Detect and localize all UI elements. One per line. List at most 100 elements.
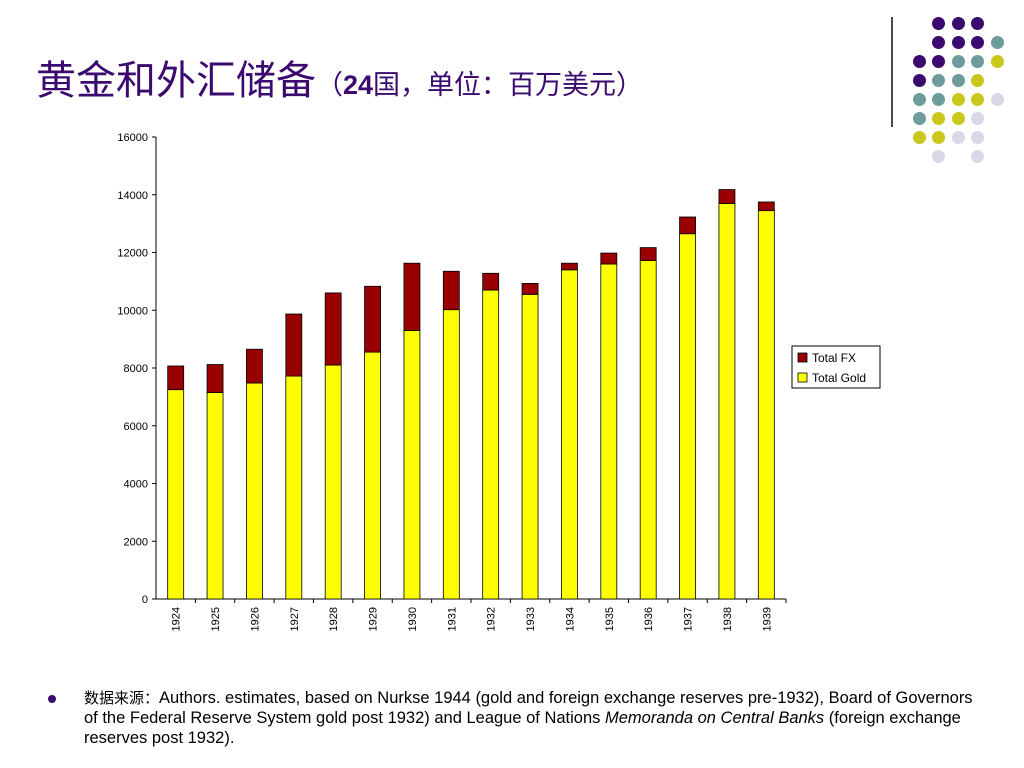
bar-total-fx: [364, 285, 381, 353]
y-tick-label: 14000: [117, 190, 148, 202]
bar-total-fx: [521, 282, 539, 295]
bar-total-gold: [285, 375, 303, 600]
bar-total-fx: [482, 272, 500, 291]
y-tick-label: 4000: [124, 479, 148, 491]
title-main: 黄金和外汇储备: [36, 58, 316, 104]
bullet-icon: [48, 695, 56, 703]
bar-total-fx: [600, 252, 618, 265]
decorative-dot: [932, 92, 945, 106]
decorative-dot: [932, 35, 945, 49]
decorative-dot: [951, 35, 965, 49]
decorative-dot: [951, 130, 965, 144]
x-tick-label: 1935: [604, 607, 616, 631]
x-tick-label: 1930: [407, 607, 419, 631]
source-text-2: (foreign exchange reserves post 1932).: [84, 709, 961, 747]
decorative-dot: [932, 130, 945, 144]
x-tick-label: 1933: [525, 607, 537, 631]
decorative-dot: [971, 149, 984, 163]
decorative-dot: [971, 92, 984, 106]
source-label: 数据来源：: [84, 689, 160, 707]
page-title: 黄金和外汇储备（24国，单位：百万美元）: [36, 48, 643, 106]
x-tick-label: 1938: [722, 607, 734, 631]
bar-total-fx: [679, 216, 696, 235]
source-note-text: 数据来源：Authors. estimates, based on Nurkse…: [84, 688, 988, 748]
y-tick-label: 16000: [117, 132, 148, 144]
decorative-dot: [951, 73, 965, 87]
x-tick-label: 1928: [328, 607, 340, 631]
x-tick-label: 1932: [486, 607, 498, 631]
x-tick-label: 1936: [643, 607, 655, 631]
bar-total-gold: [442, 309, 460, 600]
y-tick-label: 2000: [124, 536, 148, 548]
x-tick-label: 1927: [289, 607, 301, 631]
x-tick-label: 1929: [368, 607, 380, 631]
x-tick-label: 1926: [249, 607, 261, 631]
decorative-dot: [951, 16, 965, 30]
bar-total-gold: [521, 293, 539, 600]
decorative-dot: [951, 111, 965, 125]
y-tick-label: 12000: [117, 248, 148, 260]
decorative-dot: [951, 92, 965, 106]
bar-total-gold: [639, 260, 657, 600]
bar-total-gold: [246, 382, 263, 600]
bar-total-gold: [364, 351, 381, 600]
x-tick-label: 1931: [446, 607, 458, 631]
bar-total-gold: [167, 389, 185, 600]
bar-total-fx: [757, 201, 775, 212]
bar-total-fx: [442, 270, 460, 311]
source-note: 数据来源：Authors. estimates, based on Nurkse…: [48, 688, 988, 748]
x-tick-label: 1925: [210, 607, 222, 631]
decorative-dot: [932, 111, 945, 125]
title-subtitle: （24国，单位：百万美元）: [316, 70, 643, 101]
y-tick-label: 10000: [117, 305, 148, 317]
reserves-bar-chart: 0 2000 4000 6000 8000 10000 12000 14000 16000 192…: [117, 132, 881, 631]
x-tick-label: 1924: [171, 607, 183, 631]
legend-swatch: [797, 352, 808, 363]
decorative-dot: [951, 54, 965, 68]
decorative-divider: [891, 17, 893, 127]
decorative-dot: [932, 73, 945, 87]
y-tick-label: 0: [142, 594, 148, 606]
bar-total-fx: [561, 262, 578, 271]
bar-total-fx: [403, 262, 421, 331]
bar-total-gold: [206, 392, 224, 600]
decorative-dot: [912, 111, 926, 125]
decorative-dot: [971, 73, 984, 87]
decorative-dot: [912, 92, 926, 106]
source-text-italic: Memoranda on Central Banks: [604, 709, 825, 727]
legend-label: Total Gold: [812, 371, 866, 385]
source-text-1: Authors. estimates, based on Nurkse 1944…: [84, 689, 973, 727]
decorative-dot: [990, 92, 1004, 106]
decorative-dot: [912, 54, 926, 68]
decorative-dot: [971, 35, 984, 49]
legend-swatch: [797, 372, 808, 383]
x-tick-label: 1939: [761, 607, 773, 631]
x-tick-label: 1937: [683, 607, 695, 631]
decorative-dot: [932, 16, 945, 30]
decorative-dot: [932, 54, 945, 68]
legend-label: Total FX: [812, 351, 856, 365]
bar-total-gold: [324, 364, 342, 600]
decorative-dot: [971, 111, 984, 125]
title-country-count: 24: [343, 70, 374, 100]
bar-total-fx: [246, 348, 263, 384]
bar-total-fx: [285, 313, 303, 377]
bar-total-fx: [324, 292, 342, 366]
decorative-dot: [990, 35, 1004, 49]
bar-total-gold: [679, 233, 696, 600]
x-tick-label: 1934: [564, 607, 576, 631]
bar-total-fx: [639, 247, 657, 261]
decorative-dot: [971, 130, 984, 144]
decorative-dot: [912, 130, 926, 144]
decorative-dot: [912, 73, 926, 87]
bar-total-gold: [757, 210, 775, 600]
bar-total-gold: [482, 289, 500, 600]
title-open-paren: （: [316, 70, 343, 101]
bar-total-gold: [403, 330, 421, 600]
bar-total-gold: [718, 203, 736, 600]
bar-total-fx: [206, 364, 224, 393]
bar-total-fx: [718, 189, 736, 204]
bar-total-gold: [600, 263, 618, 600]
decorative-dot: [971, 54, 984, 68]
title-unit: 国，单位：百万美元）: [373, 70, 644, 101]
